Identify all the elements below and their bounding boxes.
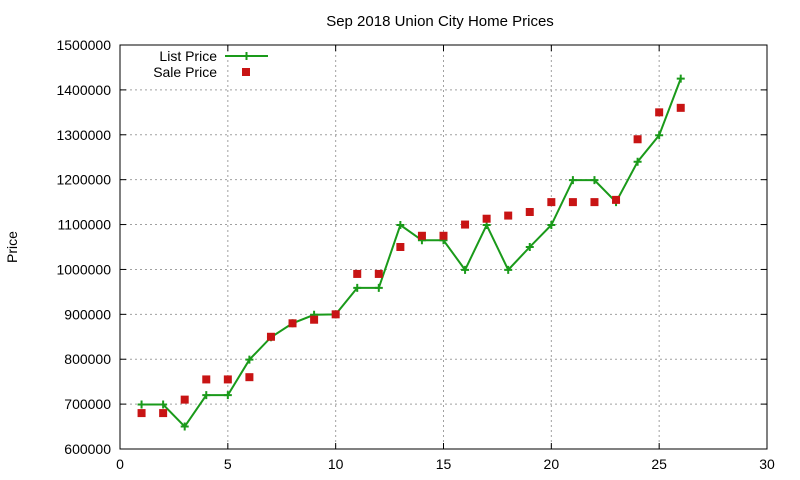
y-axis-label: Price bbox=[4, 231, 20, 263]
data-point-sale-price bbox=[266, 332, 275, 341]
data-point-list-price bbox=[180, 422, 189, 431]
data-point-sale-price bbox=[159, 409, 168, 418]
data-point-list-price bbox=[676, 74, 685, 83]
data-point-list-price bbox=[202, 391, 211, 400]
data-point-list-price bbox=[633, 157, 642, 166]
data-point-sale-price bbox=[525, 207, 534, 216]
data-point-list-price bbox=[353, 283, 362, 292]
data-point-list-price bbox=[547, 221, 556, 230]
y-tick-label: 1000000 bbox=[56, 261, 111, 277]
data-point-list-price bbox=[461, 265, 470, 274]
data-point-sale-price bbox=[245, 373, 254, 382]
y-tick-label: 1300000 bbox=[56, 127, 111, 143]
data-point-sale-price bbox=[223, 375, 232, 384]
data-point-sale-price bbox=[461, 220, 470, 229]
y-tick-label: 1400000 bbox=[56, 82, 111, 98]
data-point-sale-price bbox=[568, 198, 577, 207]
data-point-sale-price bbox=[331, 310, 340, 319]
legend: List Price Sale Price bbox=[153, 48, 268, 80]
y-tick-label: 700000 bbox=[64, 396, 111, 412]
data-point-sale-price bbox=[676, 103, 685, 112]
legend-marker-sale-price bbox=[242, 68, 250, 76]
y-tick-label: 900000 bbox=[64, 306, 111, 322]
data-point-list-price bbox=[374, 283, 383, 292]
x-tick-label: 15 bbox=[436, 456, 452, 472]
y-tick-label: 1500000 bbox=[56, 37, 111, 53]
legend-label-list-price: List Price bbox=[159, 48, 217, 64]
data-point-sale-price bbox=[612, 195, 621, 204]
data-point-list-price bbox=[245, 355, 254, 364]
y-tick-label: 800000 bbox=[64, 351, 111, 367]
data-point-sale-price bbox=[137, 409, 146, 418]
data-point-sale-price bbox=[310, 315, 319, 324]
x-tick-label: 20 bbox=[544, 456, 560, 472]
data-point-list-price bbox=[504, 265, 513, 274]
legend-label-sale-price: Sale Price bbox=[153, 64, 217, 80]
data-point-sale-price bbox=[396, 243, 405, 251]
data-point-list-price bbox=[396, 221, 405, 230]
data-point-sale-price bbox=[504, 211, 513, 220]
data-point-sale-price bbox=[482, 214, 491, 223]
x-tick-label: 30 bbox=[759, 456, 775, 472]
data-point-sale-price bbox=[439, 231, 448, 240]
data-point-sale-price bbox=[590, 198, 599, 207]
data-point-list-price bbox=[223, 391, 232, 400]
data-point-sale-price bbox=[655, 108, 664, 117]
data-point-list-price bbox=[137, 400, 146, 409]
data-point-sale-price bbox=[202, 375, 211, 384]
x-tick-label: 5 bbox=[224, 456, 232, 472]
data-point-sale-price bbox=[633, 135, 642, 144]
data-point-sale-price bbox=[547, 198, 556, 207]
plot-frame bbox=[119, 44, 768, 450]
series-layer bbox=[137, 74, 685, 431]
data-point-sale-price bbox=[417, 231, 426, 240]
x-tick-label: 25 bbox=[651, 456, 667, 472]
data-point-list-price bbox=[590, 176, 599, 185]
data-point-sale-price bbox=[374, 269, 383, 278]
data-point-list-price bbox=[159, 400, 168, 409]
series-line-list-price bbox=[141, 78, 682, 429]
y-tick-label: 1200000 bbox=[56, 172, 111, 188]
y-tick-label: 1100000 bbox=[58, 217, 112, 233]
x-tick-label: 10 bbox=[328, 456, 344, 472]
chart-title: Sep 2018 Union City Home Prices bbox=[326, 13, 554, 30]
data-point-sale-price bbox=[353, 269, 362, 278]
data-point-list-price bbox=[525, 243, 534, 251]
data-point-list-price bbox=[655, 131, 664, 140]
data-point-list-price bbox=[568, 176, 577, 185]
y-tick-label: 600000 bbox=[64, 441, 111, 457]
x-tick-label: 0 bbox=[116, 456, 124, 472]
legend-marker-list-price bbox=[242, 52, 251, 60]
data-point-sale-price bbox=[288, 319, 297, 328]
data-point-sale-price bbox=[180, 395, 189, 404]
